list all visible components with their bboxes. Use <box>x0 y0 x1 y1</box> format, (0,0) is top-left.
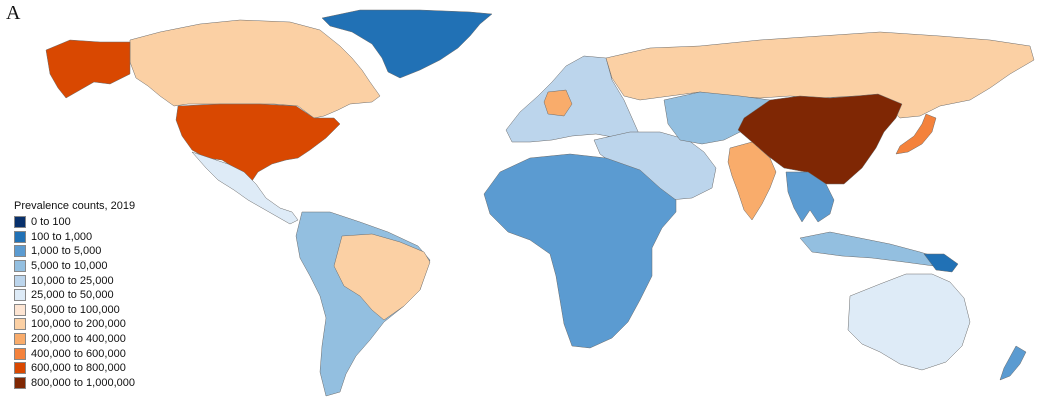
legend-item: 0 to 100 <box>14 215 135 230</box>
legend-swatch <box>14 318 26 331</box>
panel-label: A <box>6 2 21 24</box>
legend-label: 0 to 100 <box>31 216 71 229</box>
usa <box>175 103 341 185</box>
japan <box>895 113 937 155</box>
india <box>727 141 777 221</box>
legend-label: 200,000 to 400,000 <box>31 333 126 346</box>
legend-label: 100 to 1,000 <box>31 230 93 243</box>
legend-item: 800,000 to 1,000,000 <box>14 376 135 391</box>
legend-item: 25,000 to 50,000 <box>14 288 135 303</box>
legend-item: 100 to 1,000 <box>14 230 135 245</box>
legend-item: 600,000 to 800,000 <box>14 361 135 376</box>
legend-item: 1,000 to 5,000 <box>14 244 135 259</box>
legend-item: 400,000 to 600,000 <box>14 346 135 361</box>
alaska <box>45 39 131 99</box>
legend-label: 400,000 to 600,000 <box>31 347 126 360</box>
legend-swatch <box>14 333 26 346</box>
greenland <box>321 9 493 79</box>
legend-label: 1,000 to 5,000 <box>31 245 102 258</box>
legend-swatch <box>14 303 26 316</box>
legend-swatch <box>14 362 26 375</box>
legend-item: 100,000 to 200,000 <box>14 317 135 332</box>
legend-swatch <box>14 289 26 302</box>
legend-label: 100,000 to 200,000 <box>31 318 126 331</box>
legend-items: 0 to 100 100 to 1,000 1,000 to 5,000 5,0… <box>14 215 135 390</box>
legend-label: 600,000 to 800,000 <box>31 362 126 375</box>
africa <box>483 153 677 349</box>
legend-item: 50,000 to 100,000 <box>14 303 135 318</box>
legend-swatch <box>14 230 26 243</box>
legend: Prevalence counts, 2019 0 to 100 100 to … <box>14 200 135 390</box>
legend-label: 50,000 to 100,000 <box>31 303 120 316</box>
russia <box>605 31 1035 119</box>
legend-swatch <box>14 260 26 273</box>
new-zealand <box>999 345 1027 381</box>
southeast-asia <box>785 171 835 223</box>
legend-swatch <box>14 216 26 229</box>
legend-item: 5,000 to 10,000 <box>14 259 135 274</box>
europe <box>505 55 641 143</box>
canada <box>129 19 381 119</box>
legend-title: Prevalence counts, 2019 <box>14 200 136 212</box>
legend-label: 10,000 to 25,000 <box>31 274 114 287</box>
papua-new-guinea <box>923 253 959 273</box>
legend-swatch <box>14 245 26 258</box>
mexico-central-america <box>191 151 299 225</box>
legend-swatch <box>14 274 26 287</box>
legend-item: 10,000 to 25,000 <box>14 273 135 288</box>
brazil <box>333 233 431 321</box>
legend-label: 800,000 to 1,000,000 <box>31 376 135 389</box>
legend-label: 25,000 to 50,000 <box>31 289 114 302</box>
legend-swatch <box>14 347 26 360</box>
legend-label: 5,000 to 10,000 <box>31 260 108 273</box>
germany <box>543 89 573 117</box>
legend-item: 200,000 to 400,000 <box>14 332 135 347</box>
australia <box>847 273 971 371</box>
indonesia <box>799 231 941 267</box>
legend-swatch <box>14 376 26 389</box>
